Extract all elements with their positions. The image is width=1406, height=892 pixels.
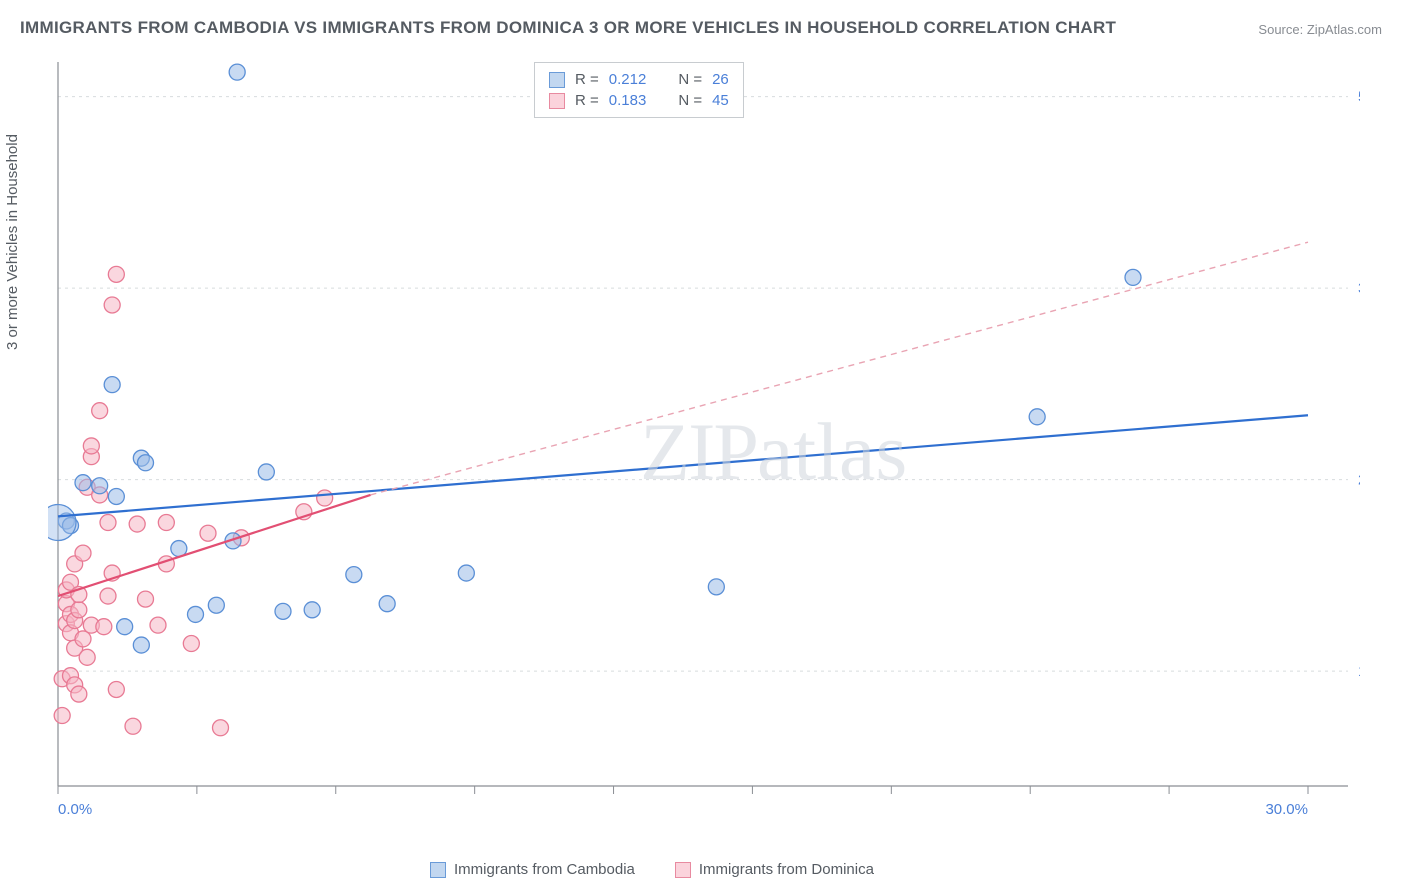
stats-r-label: R = xyxy=(575,92,599,109)
stats-n-val-dominica: 45 xyxy=(712,92,729,109)
legend-swatch-dominica xyxy=(675,862,691,878)
svg-text:50.0%: 50.0% xyxy=(1358,89,1360,106)
stats-r-label: R = xyxy=(575,71,599,88)
source-attribution: Source: ZipAtlas.com xyxy=(1258,22,1382,37)
bottom-legend: Immigrants from Cambodia Immigrants from… xyxy=(430,861,874,878)
svg-text:30.0%: 30.0% xyxy=(1265,801,1308,818)
chart-canvas: 12.5% 25.0% 37.5% 50.0% 0.0% 30.0% xyxy=(48,56,1360,824)
swatch-dominica xyxy=(549,93,565,109)
source-label: Source: xyxy=(1258,22,1303,37)
stats-r-val-cambodia: 0.212 xyxy=(609,71,647,88)
legend-label-dominica: Immigrants from Dominica xyxy=(699,861,874,878)
swatch-cambodia xyxy=(549,72,565,88)
svg-text:0.0%: 0.0% xyxy=(58,801,92,818)
stats-row-cambodia: R = 0.212 N = 26 xyxy=(549,69,729,90)
y-axis-label: 3 or more Vehicles in Household xyxy=(4,134,21,350)
legend-label-cambodia: Immigrants from Cambodia xyxy=(454,861,635,878)
scatter-plot: 12.5% 25.0% 37.5% 50.0% 0.0% 30.0% xyxy=(48,56,1360,824)
svg-text:37.5%: 37.5% xyxy=(1358,280,1360,297)
stats-legend-box: R = 0.212 N = 26 R = 0.183 N = 45 xyxy=(534,62,744,118)
chart-title: IMMIGRANTS FROM CAMBODIA VS IMMIGRANTS F… xyxy=(20,18,1116,38)
svg-text:12.5%: 12.5% xyxy=(1358,663,1360,680)
legend-swatch-cambodia xyxy=(430,862,446,878)
source-link[interactable]: ZipAtlas.com xyxy=(1307,22,1382,37)
stats-n-label: N = xyxy=(678,92,702,109)
svg-text:25.0%: 25.0% xyxy=(1358,472,1360,489)
stats-n-val-cambodia: 26 xyxy=(712,71,729,88)
stats-r-val-dominica: 0.183 xyxy=(609,92,647,109)
stats-row-dominica: R = 0.183 N = 45 xyxy=(549,90,729,111)
legend-item-cambodia: Immigrants from Cambodia xyxy=(430,861,635,878)
stats-n-label: N = xyxy=(678,71,702,88)
legend-item-dominica: Immigrants from Dominica xyxy=(675,861,874,878)
